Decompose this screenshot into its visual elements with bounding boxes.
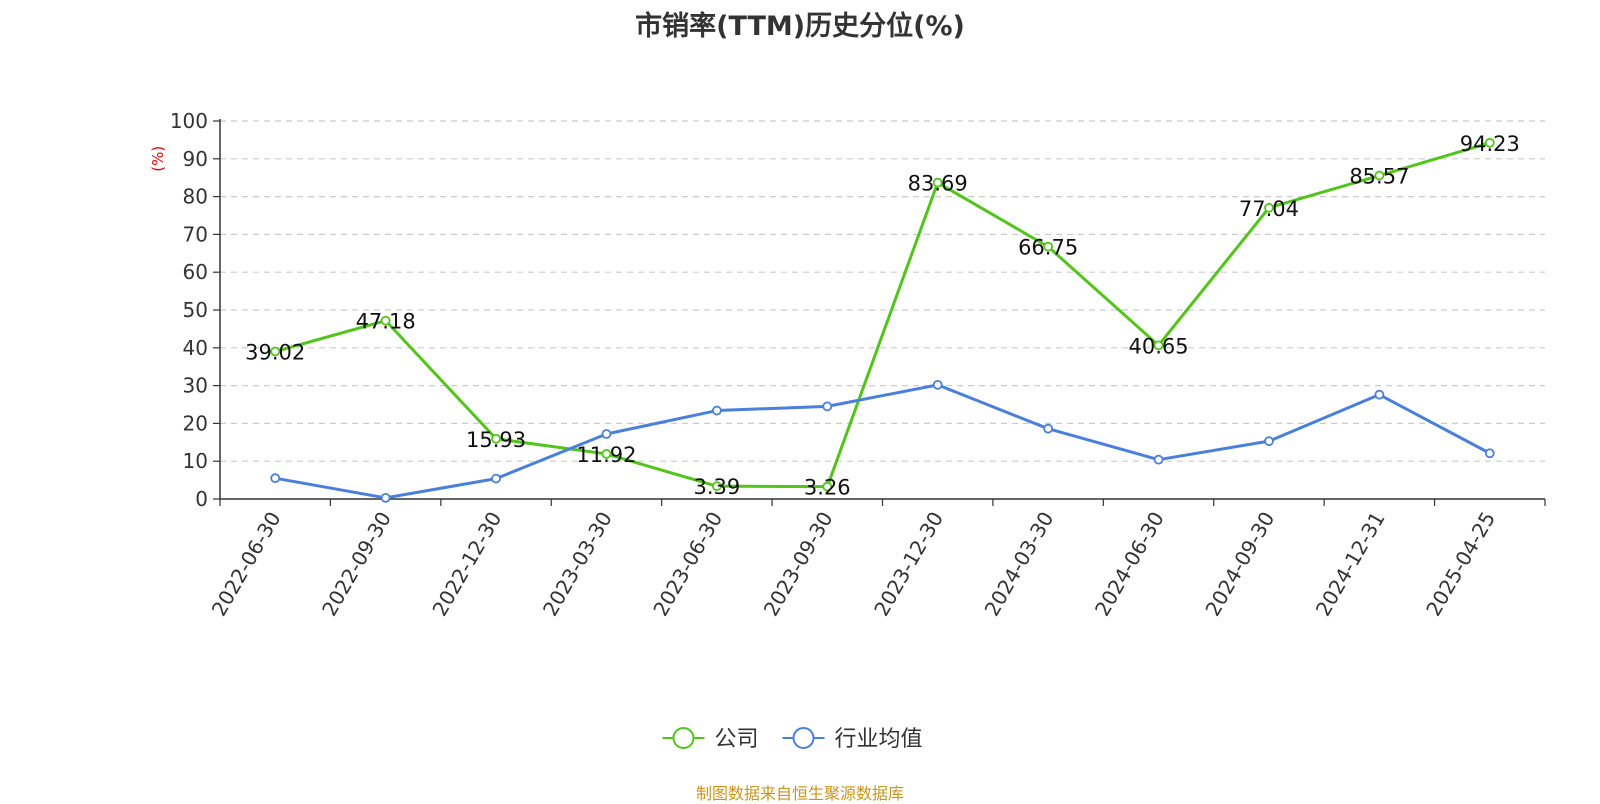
data-point	[1374, 170, 1385, 181]
data-point	[1374, 389, 1385, 400]
y-tick-label: 70	[183, 222, 208, 246]
data-point	[711, 405, 722, 416]
data-labels: 39.02 47.18 15.93 11.92 3.39 3.26 83.69 66.75 40…	[245, 132, 1520, 500]
y-tick-label: 50	[183, 298, 208, 322]
data-point	[822, 401, 833, 412]
series-line-industry-avg	[274, 383, 1491, 500]
data-point	[932, 379, 943, 390]
y-tick-label: 0	[195, 487, 208, 511]
data-point	[380, 315, 391, 326]
data-point	[491, 433, 501, 444]
y-tick-label: 20	[183, 411, 208, 435]
data-point	[1153, 454, 1164, 465]
data-point	[822, 481, 833, 492]
y-tick-label: 100	[170, 109, 208, 133]
y-tick-label: 40	[183, 336, 208, 360]
x-tick-label: 2023-03-30	[538, 508, 617, 621]
x-tick-label: 2025-04-25	[1421, 508, 1500, 621]
data-point	[601, 429, 612, 439]
data-label: 11.92	[576, 443, 636, 467]
data-point	[491, 473, 501, 484]
x-tick-label: 2024-09-30	[1200, 508, 1279, 621]
data-point	[380, 492, 391, 503]
x-tick-label: 2024-03-30	[980, 508, 1059, 621]
data-label: 85.57	[1349, 165, 1409, 189]
y-tick-label: 30	[183, 374, 208, 398]
data-label: 15.93	[466, 428, 526, 452]
source-note: 制图数据来自恒生聚源数据库	[695, 784, 904, 803]
data-point	[1043, 241, 1054, 252]
grid-lines	[220, 120, 1545, 462]
y-tick-label: 90	[183, 147, 208, 171]
data-label: 77.04	[1239, 197, 1299, 221]
x-tick-label: 2023-09-30	[759, 508, 838, 621]
data-label: 39.02	[245, 341, 305, 365]
y-tick-label: 60	[183, 260, 208, 284]
data-label: 3.26	[804, 476, 851, 500]
legend-label: 行业均值	[835, 727, 923, 752]
x-tick-label: 2023-12-30	[869, 508, 948, 621]
data-label: 47.18	[356, 310, 416, 334]
data-point	[932, 177, 943, 188]
data-label: 94.23	[1460, 132, 1520, 156]
chart-title: 市销率(TTM)历史分位(%)	[635, 11, 965, 42]
x-tick-label: 2024-06-30	[1090, 508, 1169, 621]
series-lines	[270, 137, 1495, 503]
data-point	[1043, 423, 1054, 434]
x-tick-label: 2022-12-30	[427, 508, 506, 621]
data-label: 83.69	[908, 172, 968, 196]
data-point	[1264, 202, 1274, 213]
data-point	[1264, 436, 1274, 447]
x-tick-label: 2022-09-30	[317, 508, 396, 621]
y-tick-label: 80	[183, 185, 208, 209]
data-label: 3.39	[693, 475, 740, 499]
x-tick-label: 2023-06-30	[648, 508, 727, 621]
data-point	[1484, 137, 1495, 148]
legend: 公司 行业均值	[662, 727, 923, 752]
data-label: 66.75	[1018, 236, 1078, 260]
y-axis-label: (%)	[149, 146, 167, 172]
data-point	[1484, 448, 1495, 459]
legend-marker	[672, 727, 695, 749]
axes: 0 10 20 30 40 50 60 70 80 90 100(%) 2022-06-30 2022-…	[149, 109, 1546, 621]
legend-label: 公司	[715, 727, 759, 752]
data-point	[270, 346, 281, 357]
data-point	[270, 473, 281, 484]
data-point	[1153, 340, 1164, 351]
legend-marker	[792, 727, 815, 749]
x-tick-label: 2024-12-31	[1311, 508, 1390, 621]
x-tick-label: 2022-06-30	[207, 508, 286, 621]
y-tick-label: 10	[183, 449, 208, 473]
data-point	[711, 481, 722, 492]
data-label: 40.65	[1128, 334, 1188, 358]
series-line-company	[274, 141, 1491, 489]
data-point	[601, 449, 612, 459]
